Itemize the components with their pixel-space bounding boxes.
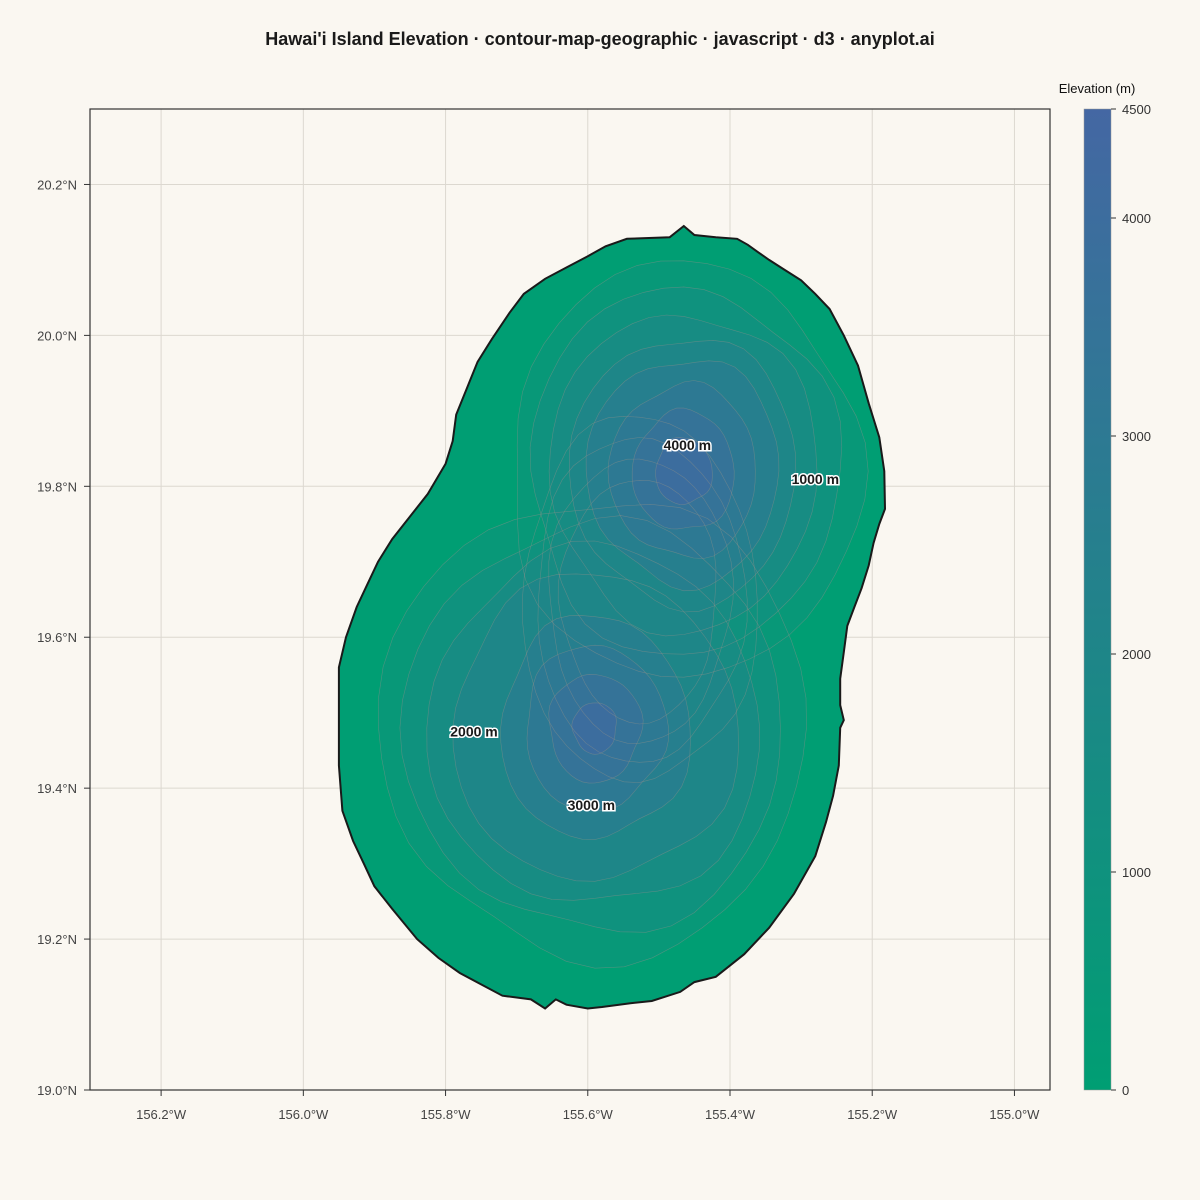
plot-frame bbox=[89, 108, 1051, 1091]
x-tick-label: 155.0°W bbox=[989, 1107, 1040, 1122]
y-tick-label: 20.0°N bbox=[37, 328, 77, 343]
contour-line bbox=[571, 702, 617, 755]
coastline bbox=[337, 224, 887, 1010]
contour-label: 1000 m bbox=[792, 471, 839, 487]
elevation-bands bbox=[378, 260, 869, 969]
contour-line bbox=[399, 515, 781, 933]
plot-area: 156.2°W 156.0°W 155.8°W 155.6°W 155.4°W 155.2… bbox=[37, 108, 1051, 1122]
colorbar-tick-label: 0 bbox=[1122, 1083, 1129, 1098]
contour-line bbox=[426, 540, 761, 901]
x-tick-label: 155.2°W bbox=[847, 1107, 898, 1122]
colorbar-tick-label: 2000 bbox=[1122, 647, 1151, 662]
x-tick-label: 156.2°W bbox=[136, 1107, 187, 1122]
colorbar-tick-label: 3000 bbox=[1122, 429, 1151, 444]
x-tick-label: 156.0°W bbox=[278, 1107, 329, 1122]
y-tick-label: 19.8°N bbox=[37, 479, 77, 494]
contour-line bbox=[607, 380, 756, 559]
y-tick-label: 20.2°N bbox=[37, 177, 77, 192]
contour-line bbox=[631, 407, 735, 530]
contour-line bbox=[452, 573, 739, 882]
contour-line bbox=[585, 360, 780, 592]
contour-line bbox=[516, 260, 869, 678]
x-tick-label: 155.8°W bbox=[421, 1107, 472, 1122]
colorbar-tick-label: 1000 bbox=[1122, 865, 1151, 880]
contour-line bbox=[569, 340, 797, 613]
contour-line bbox=[500, 615, 691, 840]
contour-label: 2000 m bbox=[450, 724, 497, 740]
contour-line bbox=[548, 458, 734, 744]
contour-line bbox=[548, 673, 644, 784]
y-tick-label: 19.4°N bbox=[37, 781, 77, 796]
y-tick-label: 19.6°N bbox=[37, 630, 77, 645]
contour-line bbox=[526, 644, 670, 812]
y-tick-label: 19.0°N bbox=[37, 1083, 77, 1098]
colorbar: Elevation (m) 0 1000 2000 3000 4000 4500 bbox=[1059, 81, 1151, 1098]
x-tick-label: 155.6°W bbox=[563, 1107, 614, 1122]
contour-line bbox=[521, 415, 758, 783]
colorbar-tick-label: 4000 bbox=[1122, 211, 1151, 226]
colorbar-title: Elevation (m) bbox=[1059, 81, 1136, 96]
contour-line bbox=[655, 437, 713, 506]
elevation-band bbox=[571, 702, 617, 755]
contour-line bbox=[557, 480, 717, 725]
chart-title: Hawai'i Island Elevation · contour-map-g… bbox=[265, 29, 934, 49]
contour-line bbox=[378, 503, 807, 969]
x-tick-label: 155.4°W bbox=[705, 1107, 756, 1122]
y-tick-label: 19.2°N bbox=[37, 932, 77, 947]
contour-label: 3000 m bbox=[568, 797, 615, 813]
contour-line bbox=[548, 314, 818, 637]
contour-label: 4000 m bbox=[664, 437, 711, 453]
colorbar-gradient bbox=[1083, 108, 1112, 1091]
contour-lines bbox=[378, 260, 869, 969]
colorbar-tick-label: 4500 bbox=[1122, 102, 1151, 117]
